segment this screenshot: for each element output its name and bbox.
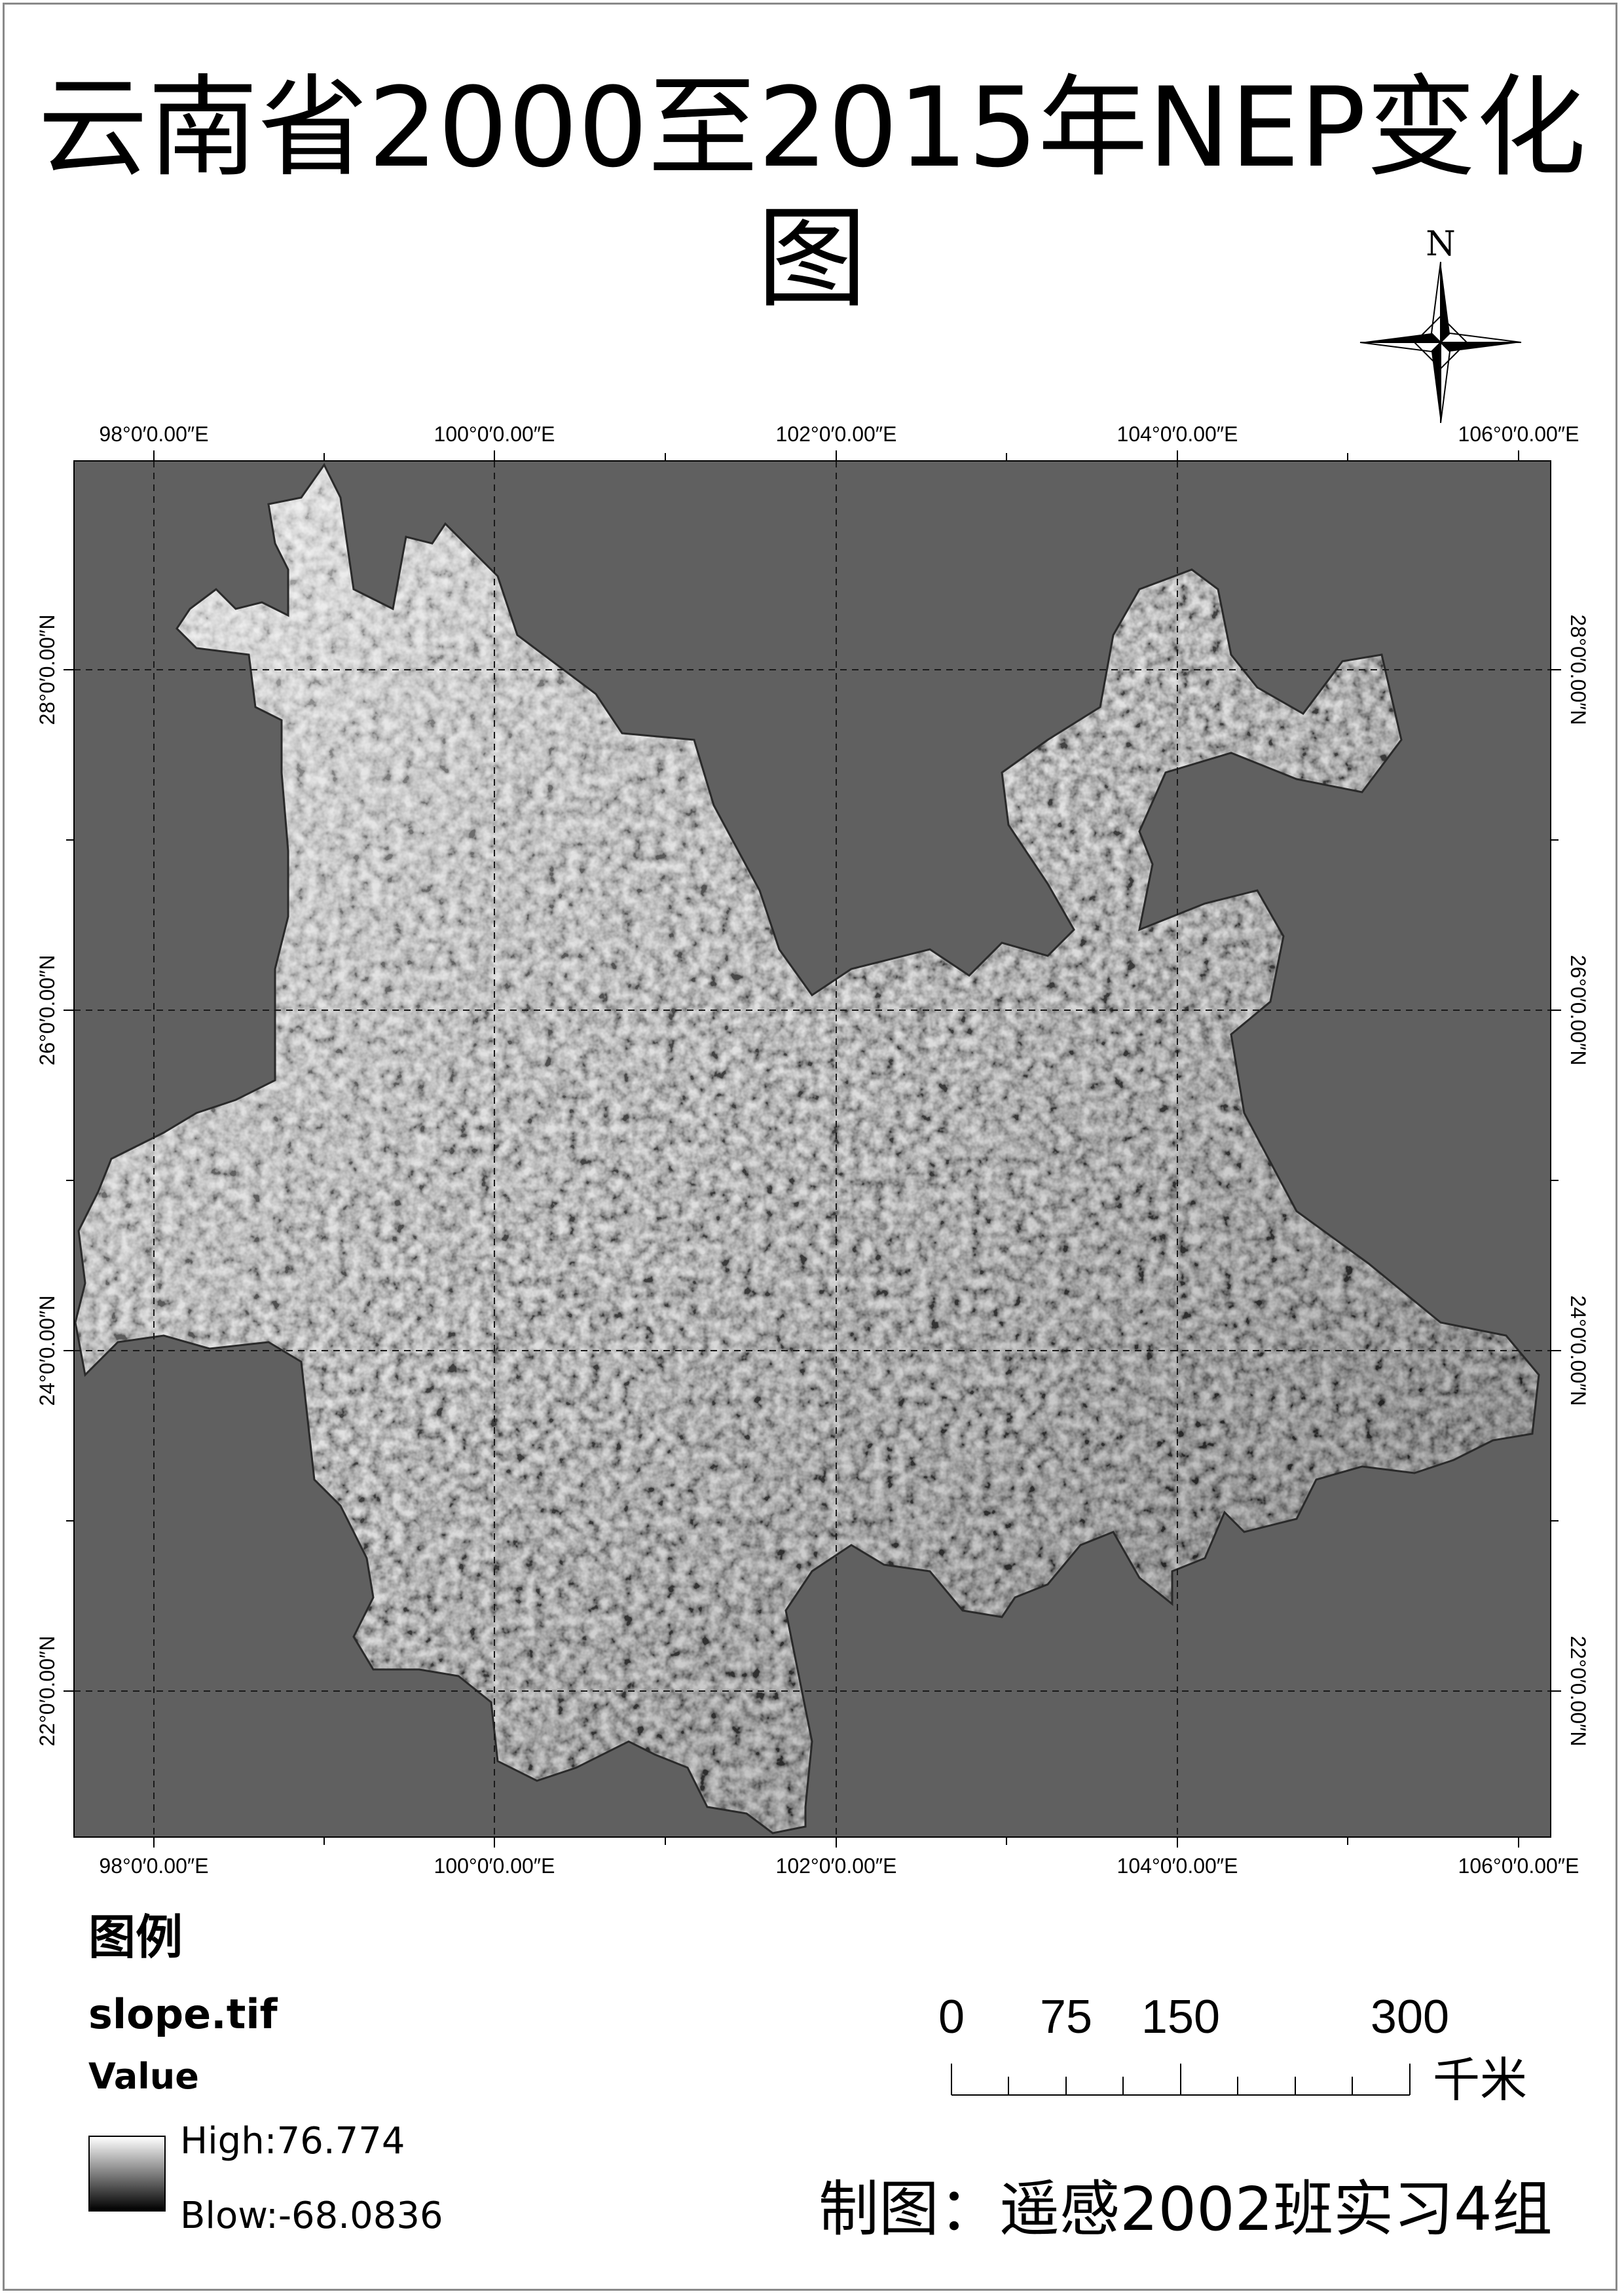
legend-low-label: Blow:-68.0836	[180, 2195, 443, 2237]
map-frame	[3, 3, 1617, 2291]
scale-label-0: 0	[938, 1991, 965, 2043]
scale-bar	[951, 2064, 1411, 2096]
north-arrow-label: N	[1426, 225, 1456, 264]
lon-label-top-102: 102°0′0.00″E	[775, 422, 897, 446]
legend-field-name: Value	[88, 2056, 199, 2097]
lat-label-left-26: 26°0′0.00″N	[35, 955, 59, 1066]
lat-label-right-28: 28°0′0.00″N	[1566, 614, 1590, 725]
scale-unit: 千米	[1433, 2052, 1528, 2107]
lon-label-bottom-102: 102°0′0.00″E	[775, 1854, 897, 1878]
lon-label-bottom-106: 106°0′0.00″E	[1458, 1854, 1579, 1878]
lon-label-bottom-104: 104°0′0.00″E	[1116, 1854, 1238, 1878]
lat-label-right-24: 24°0′0.00″N	[1566, 1295, 1590, 1406]
lon-label-bottom-98: 98°0′0.00″E	[99, 1854, 209, 1878]
lon-label-top-104: 104°0′0.00″E	[1116, 422, 1238, 446]
lat-label-left-28: 28°0′0.00″N	[35, 614, 59, 725]
map-title: 云南省2000至2015年NEP变化图	[37, 64, 1587, 323]
lon-label-top-98: 98°0′0.00″E	[99, 422, 209, 446]
map-credit: 制图：遥感2002班实习4组	[819, 2174, 1553, 2244]
map-neatline	[73, 460, 1551, 1838]
legend-high-label: High:76.774	[180, 2120, 405, 2162]
scale-label-300: 300	[1370, 1991, 1450, 2043]
lat-label-left-24: 24°0′0.00″N	[35, 1295, 59, 1406]
legend-layer-name: slope.tif	[88, 1990, 278, 2038]
legend-title: 图例	[88, 1910, 183, 1965]
lat-label-right-22: 22°0′0.00″N	[1566, 1635, 1590, 1747]
lon-label-bottom-100: 100°0′0.00″E	[434, 1854, 555, 1878]
legend-color-ramp	[88, 2136, 166, 2212]
tick-marks	[64, 450, 1561, 1848]
lat-label-right-26: 26°0′0.00″N	[1566, 955, 1590, 1066]
lat-label-left-22: 22°0′0.00″N	[35, 1635, 59, 1747]
scale-label-150: 150	[1141, 1991, 1221, 2043]
scale-label-75: 75	[1039, 1991, 1093, 2043]
lon-label-top-106: 106°0′0.00″E	[1458, 422, 1579, 446]
lon-label-top-100: 100°0′0.00″E	[434, 422, 555, 446]
graticule	[74, 461, 1551, 1837]
north-arrow: N	[1359, 225, 1522, 424]
province-outline	[74, 463, 1540, 1834]
